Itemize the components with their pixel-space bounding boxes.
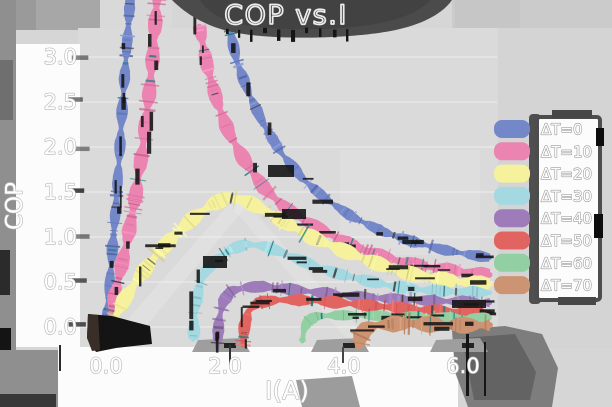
series-band-2	[103, 188, 493, 331]
x-tick-label-4.0: 4.0	[327, 354, 360, 378]
legend-swatch-5	[494, 231, 530, 250]
y-tick-label-0.5: 0.5	[44, 270, 77, 294]
legend-swatch-6	[494, 253, 530, 272]
legend-swatch-7	[494, 276, 530, 295]
y-axis-title: COP	[2, 182, 28, 230]
legend-label-4: ΔT=40	[541, 210, 592, 228]
legend-label-0: ΔT=0	[541, 121, 583, 139]
legend-swatch-4	[494, 209, 530, 228]
series-band-0	[100, 0, 494, 329]
chart-text: COP vs.I 0.0 0.5 1.0 1.5 2.0 2.5 3.0 0.0 2.0 4.0 6.…	[1, 0, 480, 406]
legend-swatch-2	[494, 164, 530, 183]
legend-swatch-0	[494, 120, 530, 138]
y-tick-label-0.0: 0.0	[44, 315, 77, 339]
legend-label-1: ΔT=10	[541, 143, 592, 161]
x-tick-label-0.0: 0.0	[89, 354, 122, 378]
legend-label-3: ΔT=30	[541, 187, 592, 205]
x-tick-label-6.0: 6.0	[446, 354, 479, 378]
y-tick-label-2.5: 2.5	[44, 90, 77, 114]
chart-title: COP vs.I	[224, 0, 348, 31]
x-axis-title: I(A)	[265, 376, 309, 405]
x-tick-label-2.0: 2.0	[208, 354, 241, 378]
legend: ΔT=0 ΔT=10 ΔT=20 ΔT=30 ΔT=40 ΔT=50 ΔT=60 ΔT=70	[494, 110, 604, 305]
legend-label-5: ΔT=50	[541, 232, 592, 250]
legend-label-2: ΔT=20	[541, 165, 592, 183]
y-tick-label-2.0: 2.0	[44, 135, 77, 159]
legend-label-7: ΔT=70	[541, 277, 592, 295]
y-tick-label-1.0: 1.0	[44, 225, 77, 249]
series-band-4	[210, 280, 495, 353]
legend-swatch-1	[494, 142, 530, 161]
legend-swatch-3	[494, 186, 530, 205]
y-label-strip	[16, 44, 80, 347]
series-band-7	[348, 312, 493, 350]
x-label-strip	[58, 347, 458, 407]
series-band-3	[187, 237, 493, 342]
series-band-5	[234, 293, 497, 349]
xlabel-shadow	[296, 376, 360, 407]
y-tick-label-1.5: 1.5	[44, 180, 77, 204]
y-tick-label-3.0: 3.0	[44, 45, 77, 69]
origin-shadow-blob	[87, 314, 152, 352]
series-curves	[100, 0, 497, 353]
shadow-blobs	[87, 0, 452, 352]
legend-label-6: ΔT=60	[541, 254, 592, 272]
tick-shadows	[68, 55, 488, 396]
